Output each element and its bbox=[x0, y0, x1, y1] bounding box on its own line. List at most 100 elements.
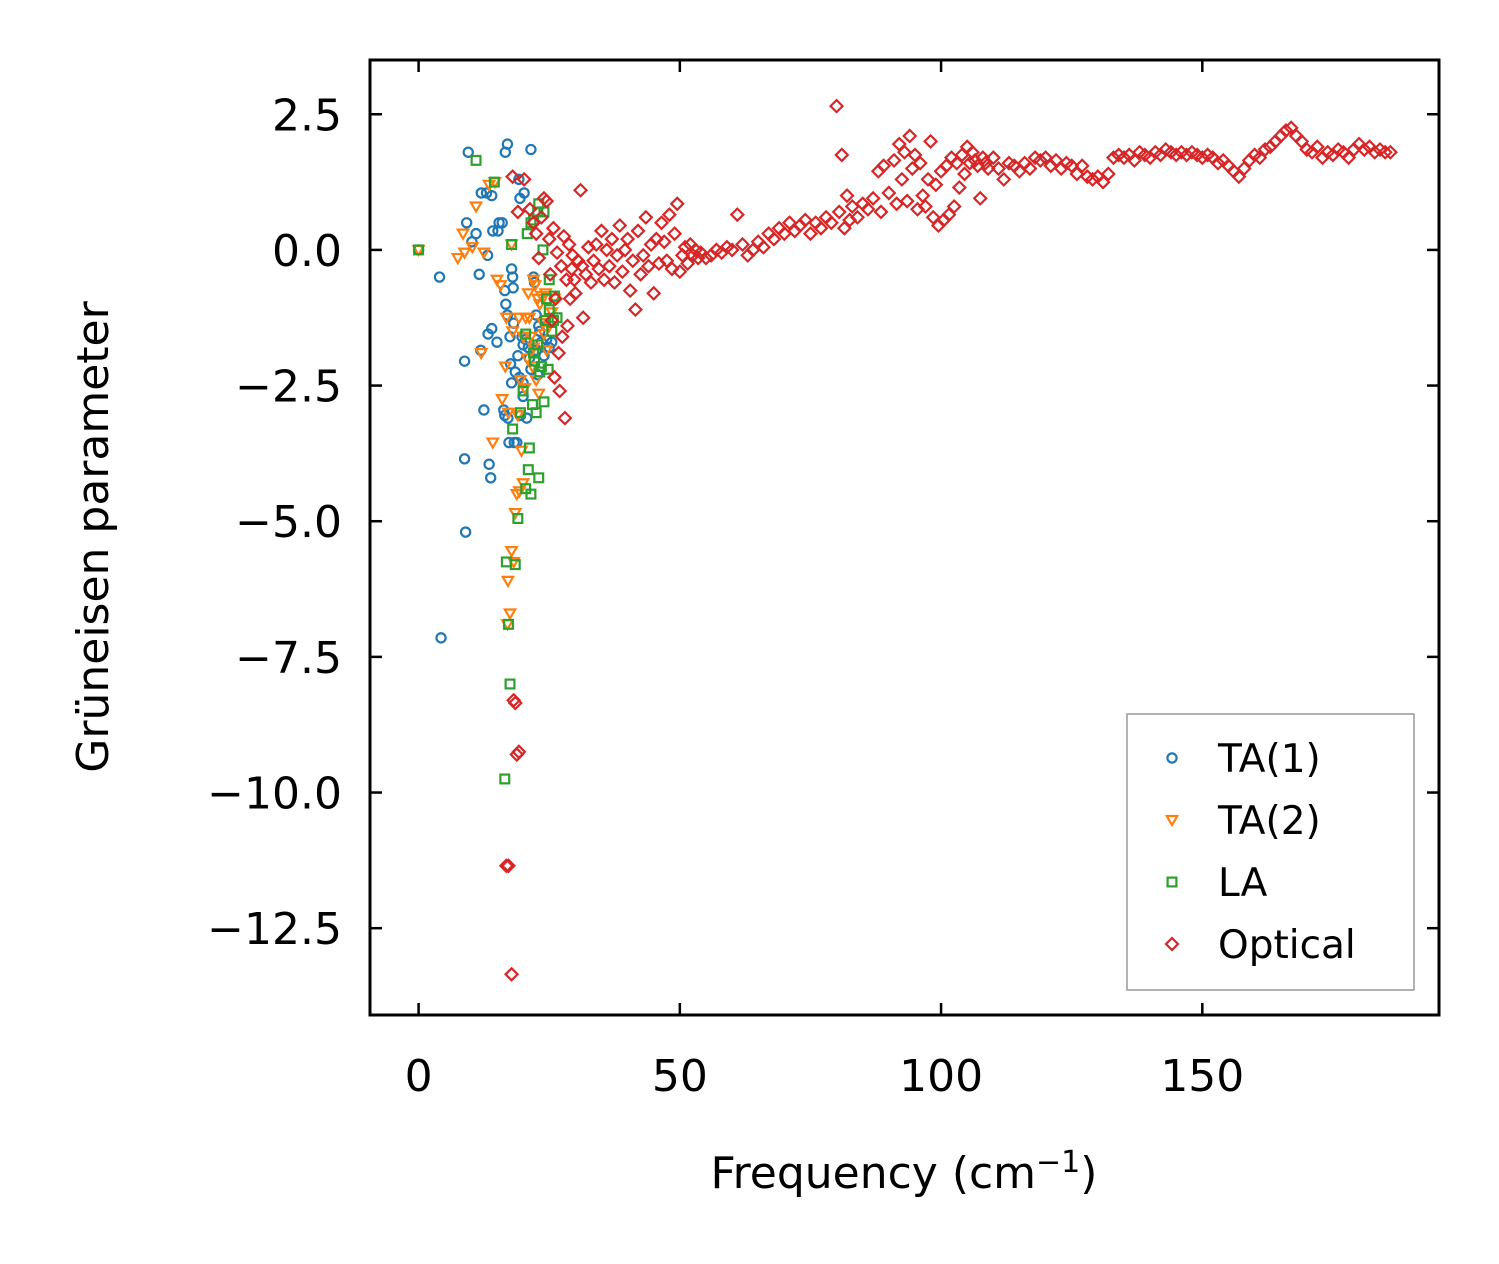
data-point bbox=[486, 322, 498, 335]
legend-frame bbox=[1126, 713, 1415, 991]
data-point bbox=[1085, 171, 1101, 187]
data-point bbox=[912, 155, 928, 171]
data-point bbox=[557, 410, 573, 426]
x-tick-label: 50 bbox=[652, 1051, 708, 1102]
data-point bbox=[544, 312, 560, 329]
data-point bbox=[860, 201, 876, 217]
data-point bbox=[500, 858, 517, 874]
x-axis-label: Frequency (cm−1) bbox=[711, 1145, 1098, 1199]
data-point bbox=[523, 442, 535, 454]
data-point bbox=[522, 312, 537, 325]
data-point bbox=[488, 176, 500, 188]
data-point bbox=[435, 632, 447, 644]
series-ta-1 bbox=[412, 138, 558, 644]
data-point bbox=[876, 158, 892, 174]
data-point bbox=[614, 264, 630, 280]
plot-frame bbox=[368, 58, 1441, 1017]
data-point bbox=[865, 190, 881, 206]
data-point bbox=[534, 325, 546, 338]
data-point bbox=[1309, 139, 1325, 155]
data-point bbox=[946, 198, 962, 215]
data-point bbox=[975, 150, 991, 166]
data-point bbox=[433, 271, 446, 283]
data-point bbox=[478, 404, 490, 416]
data-point bbox=[1032, 152, 1048, 168]
legend: TA(1) TA(2) LA Optical bbox=[1126, 713, 1415, 991]
data-point bbox=[487, 225, 499, 237]
data-point bbox=[829, 98, 845, 114]
legend-item: LA bbox=[1166, 861, 1268, 906]
data-point bbox=[502, 608, 518, 621]
data-point bbox=[813, 220, 829, 236]
data-point bbox=[766, 231, 782, 247]
data-point bbox=[839, 188, 855, 204]
data-point bbox=[473, 268, 485, 281]
x-axis-label-end: ) bbox=[1080, 1148, 1097, 1199]
data-point bbox=[538, 396, 550, 408]
data-point bbox=[470, 227, 482, 240]
data-point bbox=[588, 236, 604, 253]
data-point bbox=[504, 966, 520, 982]
data-point bbox=[530, 407, 542, 419]
data-point bbox=[1105, 150, 1122, 166]
data-point bbox=[552, 383, 568, 399]
legend-marker bbox=[1164, 936, 1180, 952]
legend-label: LA bbox=[1218, 861, 1268, 906]
data-point bbox=[902, 128, 918, 144]
data-point bbox=[558, 272, 575, 288]
data-point bbox=[506, 238, 518, 250]
data-point bbox=[549, 245, 565, 261]
y-tick-label: 2.5 bbox=[272, 90, 342, 141]
data-point bbox=[834, 147, 850, 163]
data-point bbox=[1356, 141, 1372, 158]
data-point bbox=[499, 773, 511, 785]
data-point bbox=[504, 545, 519, 559]
data-point bbox=[755, 239, 771, 255]
data-point bbox=[894, 171, 910, 187]
data-point bbox=[915, 188, 931, 204]
data-point bbox=[633, 266, 649, 282]
data-point bbox=[729, 207, 745, 223]
y-tick-label: −12.5 bbox=[207, 904, 342, 955]
data-point bbox=[476, 247, 492, 260]
data-point bbox=[522, 464, 534, 476]
data-point bbox=[886, 152, 902, 168]
data-point bbox=[667, 226, 683, 242]
data-point bbox=[672, 264, 688, 280]
data-point bbox=[648, 231, 664, 247]
y-tick-label: −7.5 bbox=[235, 633, 342, 684]
data-point bbox=[486, 189, 498, 202]
data-point bbox=[889, 196, 905, 212]
data-point bbox=[928, 177, 944, 193]
data-point bbox=[962, 155, 978, 171]
data-point bbox=[1210, 155, 1226, 171]
data-point bbox=[583, 274, 599, 291]
data-point bbox=[531, 388, 546, 401]
data-point bbox=[527, 280, 543, 293]
legend-label: TA(2) bbox=[1217, 799, 1321, 844]
data-point bbox=[698, 250, 714, 266]
data-point bbox=[622, 283, 638, 299]
legend-marker bbox=[1166, 876, 1178, 888]
data-point bbox=[462, 146, 474, 158]
y-tick-label: −10.0 bbox=[207, 769, 342, 820]
data-point bbox=[413, 244, 425, 256]
data-point bbox=[505, 169, 521, 185]
data-point bbox=[532, 339, 544, 351]
data-point bbox=[539, 193, 555, 209]
data-point bbox=[507, 282, 519, 294]
data-point bbox=[561, 236, 577, 253]
data-point bbox=[512, 350, 524, 362]
data-point bbox=[1100, 166, 1116, 182]
data-point bbox=[525, 143, 537, 156]
data-point bbox=[575, 310, 591, 326]
data-point bbox=[638, 209, 654, 225]
data-point bbox=[797, 212, 813, 228]
legend-items: TA(1) TA(2) LA Optical bbox=[1164, 737, 1356, 968]
data-point bbox=[1278, 122, 1294, 139]
data-point bbox=[1382, 144, 1398, 160]
data-point bbox=[474, 347, 489, 361]
data-point bbox=[504, 358, 517, 370]
data-point bbox=[531, 250, 547, 266]
data-point bbox=[460, 217, 473, 229]
